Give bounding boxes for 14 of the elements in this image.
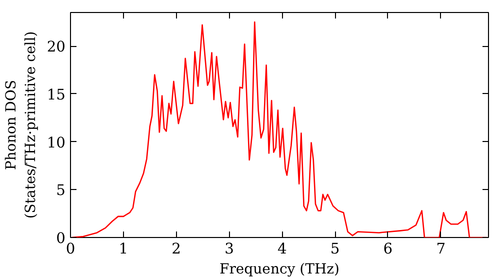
- x-tick-label: 3: [224, 240, 234, 258]
- x-tick-label: 5: [330, 240, 340, 258]
- y-tick-label: 10: [46, 134, 66, 152]
- x-tick-label: 6: [383, 240, 393, 258]
- x-tick-label: 4: [277, 240, 287, 258]
- x-axis-title: Frequency (THz): [219, 262, 340, 278]
- y-tick-label: 5: [56, 182, 66, 200]
- y-tick-label: 15: [46, 86, 66, 104]
- x-tick-label: 7: [436, 240, 446, 258]
- y-axis-title: Phonon DOS (States/THz·primitive cell): [4, 31, 39, 219]
- y-tick-label: 0: [56, 230, 66, 247]
- x-tick-label: 2: [172, 240, 181, 258]
- x-tick-label: 1: [118, 240, 128, 258]
- y-tick-label: 20: [46, 38, 66, 56]
